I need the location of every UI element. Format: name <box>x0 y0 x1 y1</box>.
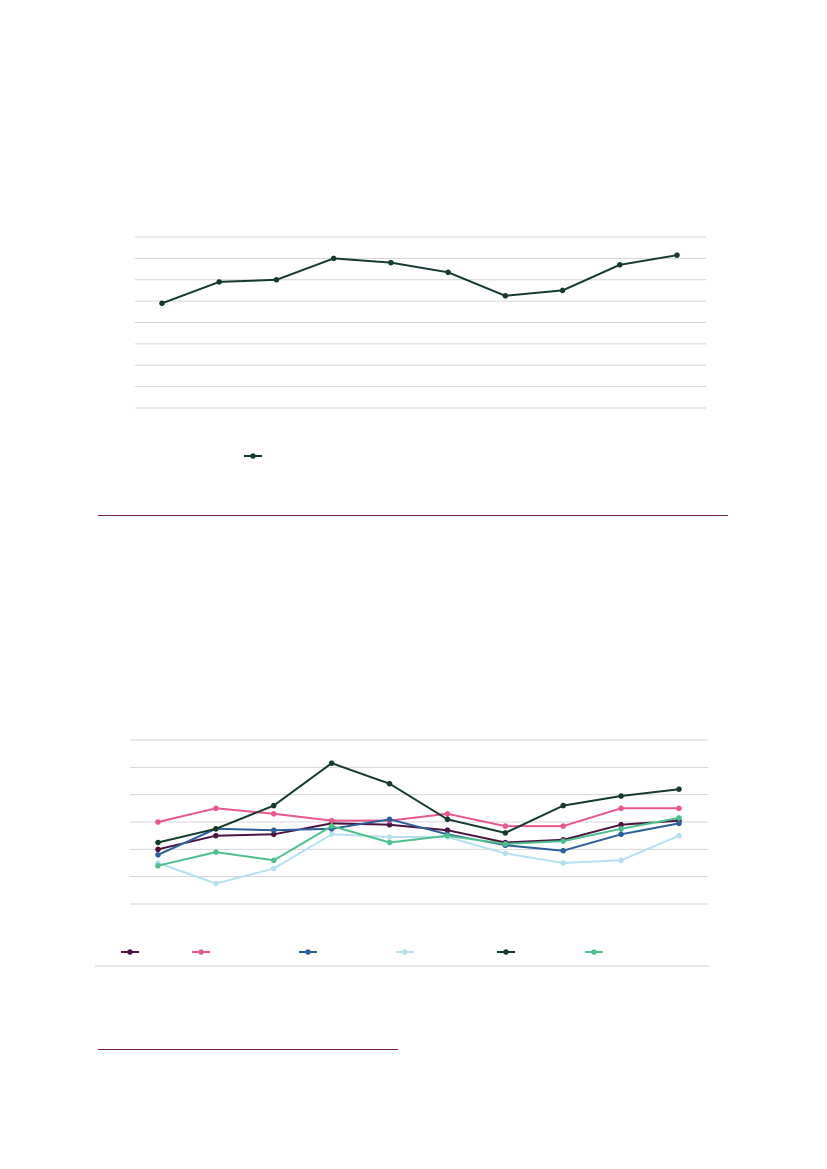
data-point <box>270 827 277 833</box>
series-line-6 <box>157 816 680 867</box>
data-point <box>560 823 567 829</box>
series-line-1 <box>157 819 680 851</box>
data-point <box>155 852 161 858</box>
data-point <box>155 862 161 869</box>
data-point <box>674 252 680 258</box>
data-point <box>444 831 451 838</box>
data-point <box>270 811 277 817</box>
data-point <box>386 834 393 840</box>
data-point <box>444 834 451 840</box>
series-line-2 <box>157 807 679 828</box>
data-point <box>560 860 567 866</box>
data-point <box>618 821 624 828</box>
data-point <box>676 815 682 821</box>
data-point <box>676 786 682 792</box>
chart1-grid <box>135 236 706 409</box>
data-point <box>386 780 393 787</box>
data-point <box>155 819 161 825</box>
data-point <box>502 841 509 847</box>
data-point <box>155 846 161 853</box>
series-line-4 <box>157 833 680 885</box>
data-point <box>270 831 277 838</box>
data-point <box>386 817 393 824</box>
section-divider-bottom <box>98 1049 398 1050</box>
legend-marker-1 <box>127 949 133 955</box>
data-point <box>618 805 624 812</box>
data-point <box>213 832 219 839</box>
data-point <box>328 826 335 832</box>
data-point <box>560 802 567 809</box>
data-point <box>618 826 624 832</box>
data-point <box>328 817 335 824</box>
series-line-1 <box>161 254 678 305</box>
series-line-5 <box>157 762 680 844</box>
data-point <box>270 857 277 864</box>
legend-marker-4 <box>402 949 408 955</box>
data-point <box>386 816 393 823</box>
data-point <box>328 820 335 827</box>
data-point <box>155 860 161 866</box>
legend-marker-6 <box>591 949 597 955</box>
data-point <box>502 292 509 299</box>
data-point <box>213 826 219 832</box>
data-point <box>388 259 394 266</box>
data-point <box>502 839 509 846</box>
chart2-grid <box>130 739 708 905</box>
legend-marker-5 <box>503 949 509 955</box>
chart2-lines <box>157 762 680 885</box>
data-point <box>616 261 623 268</box>
data-point <box>676 820 682 827</box>
data-point <box>676 805 682 812</box>
data-point <box>444 816 451 823</box>
data-point <box>618 857 624 864</box>
data-point <box>328 823 335 829</box>
data-point <box>444 827 451 833</box>
legend-marker-3 <box>305 949 311 955</box>
data-point <box>155 839 161 846</box>
data-point <box>559 287 566 294</box>
data-point <box>330 255 337 262</box>
data-point <box>502 842 509 849</box>
series-line-3 <box>157 818 680 856</box>
data-point <box>444 811 451 817</box>
data-point <box>502 830 509 836</box>
data-point <box>560 838 567 844</box>
data-point <box>502 850 509 857</box>
chart1-lines <box>161 254 678 305</box>
chart1-points <box>159 252 680 307</box>
data-point <box>216 279 223 285</box>
data-point <box>270 865 277 872</box>
data-point <box>386 821 393 828</box>
data-point <box>560 847 567 854</box>
data-point <box>386 839 393 846</box>
data-point <box>328 760 335 767</box>
data-point <box>159 300 165 307</box>
data-point <box>618 793 624 799</box>
data-point <box>502 823 509 829</box>
data-point <box>328 831 335 838</box>
legend-marker-1 <box>250 453 256 459</box>
section-divider-top <box>98 515 728 516</box>
data-point <box>618 831 624 838</box>
data-point <box>273 276 280 283</box>
data-point <box>213 826 219 832</box>
data-point <box>445 269 451 276</box>
data-point <box>213 805 219 812</box>
data-point <box>270 802 277 809</box>
chart2-points <box>155 760 682 887</box>
legend-marker-2 <box>198 949 204 955</box>
data-point <box>560 836 567 843</box>
chart2-legend <box>121 949 603 955</box>
data-point <box>444 832 451 839</box>
data-point <box>213 880 219 887</box>
data-point <box>676 817 682 824</box>
chart1-legend <box>244 453 262 459</box>
data-point <box>676 832 682 839</box>
data-point <box>213 849 219 855</box>
